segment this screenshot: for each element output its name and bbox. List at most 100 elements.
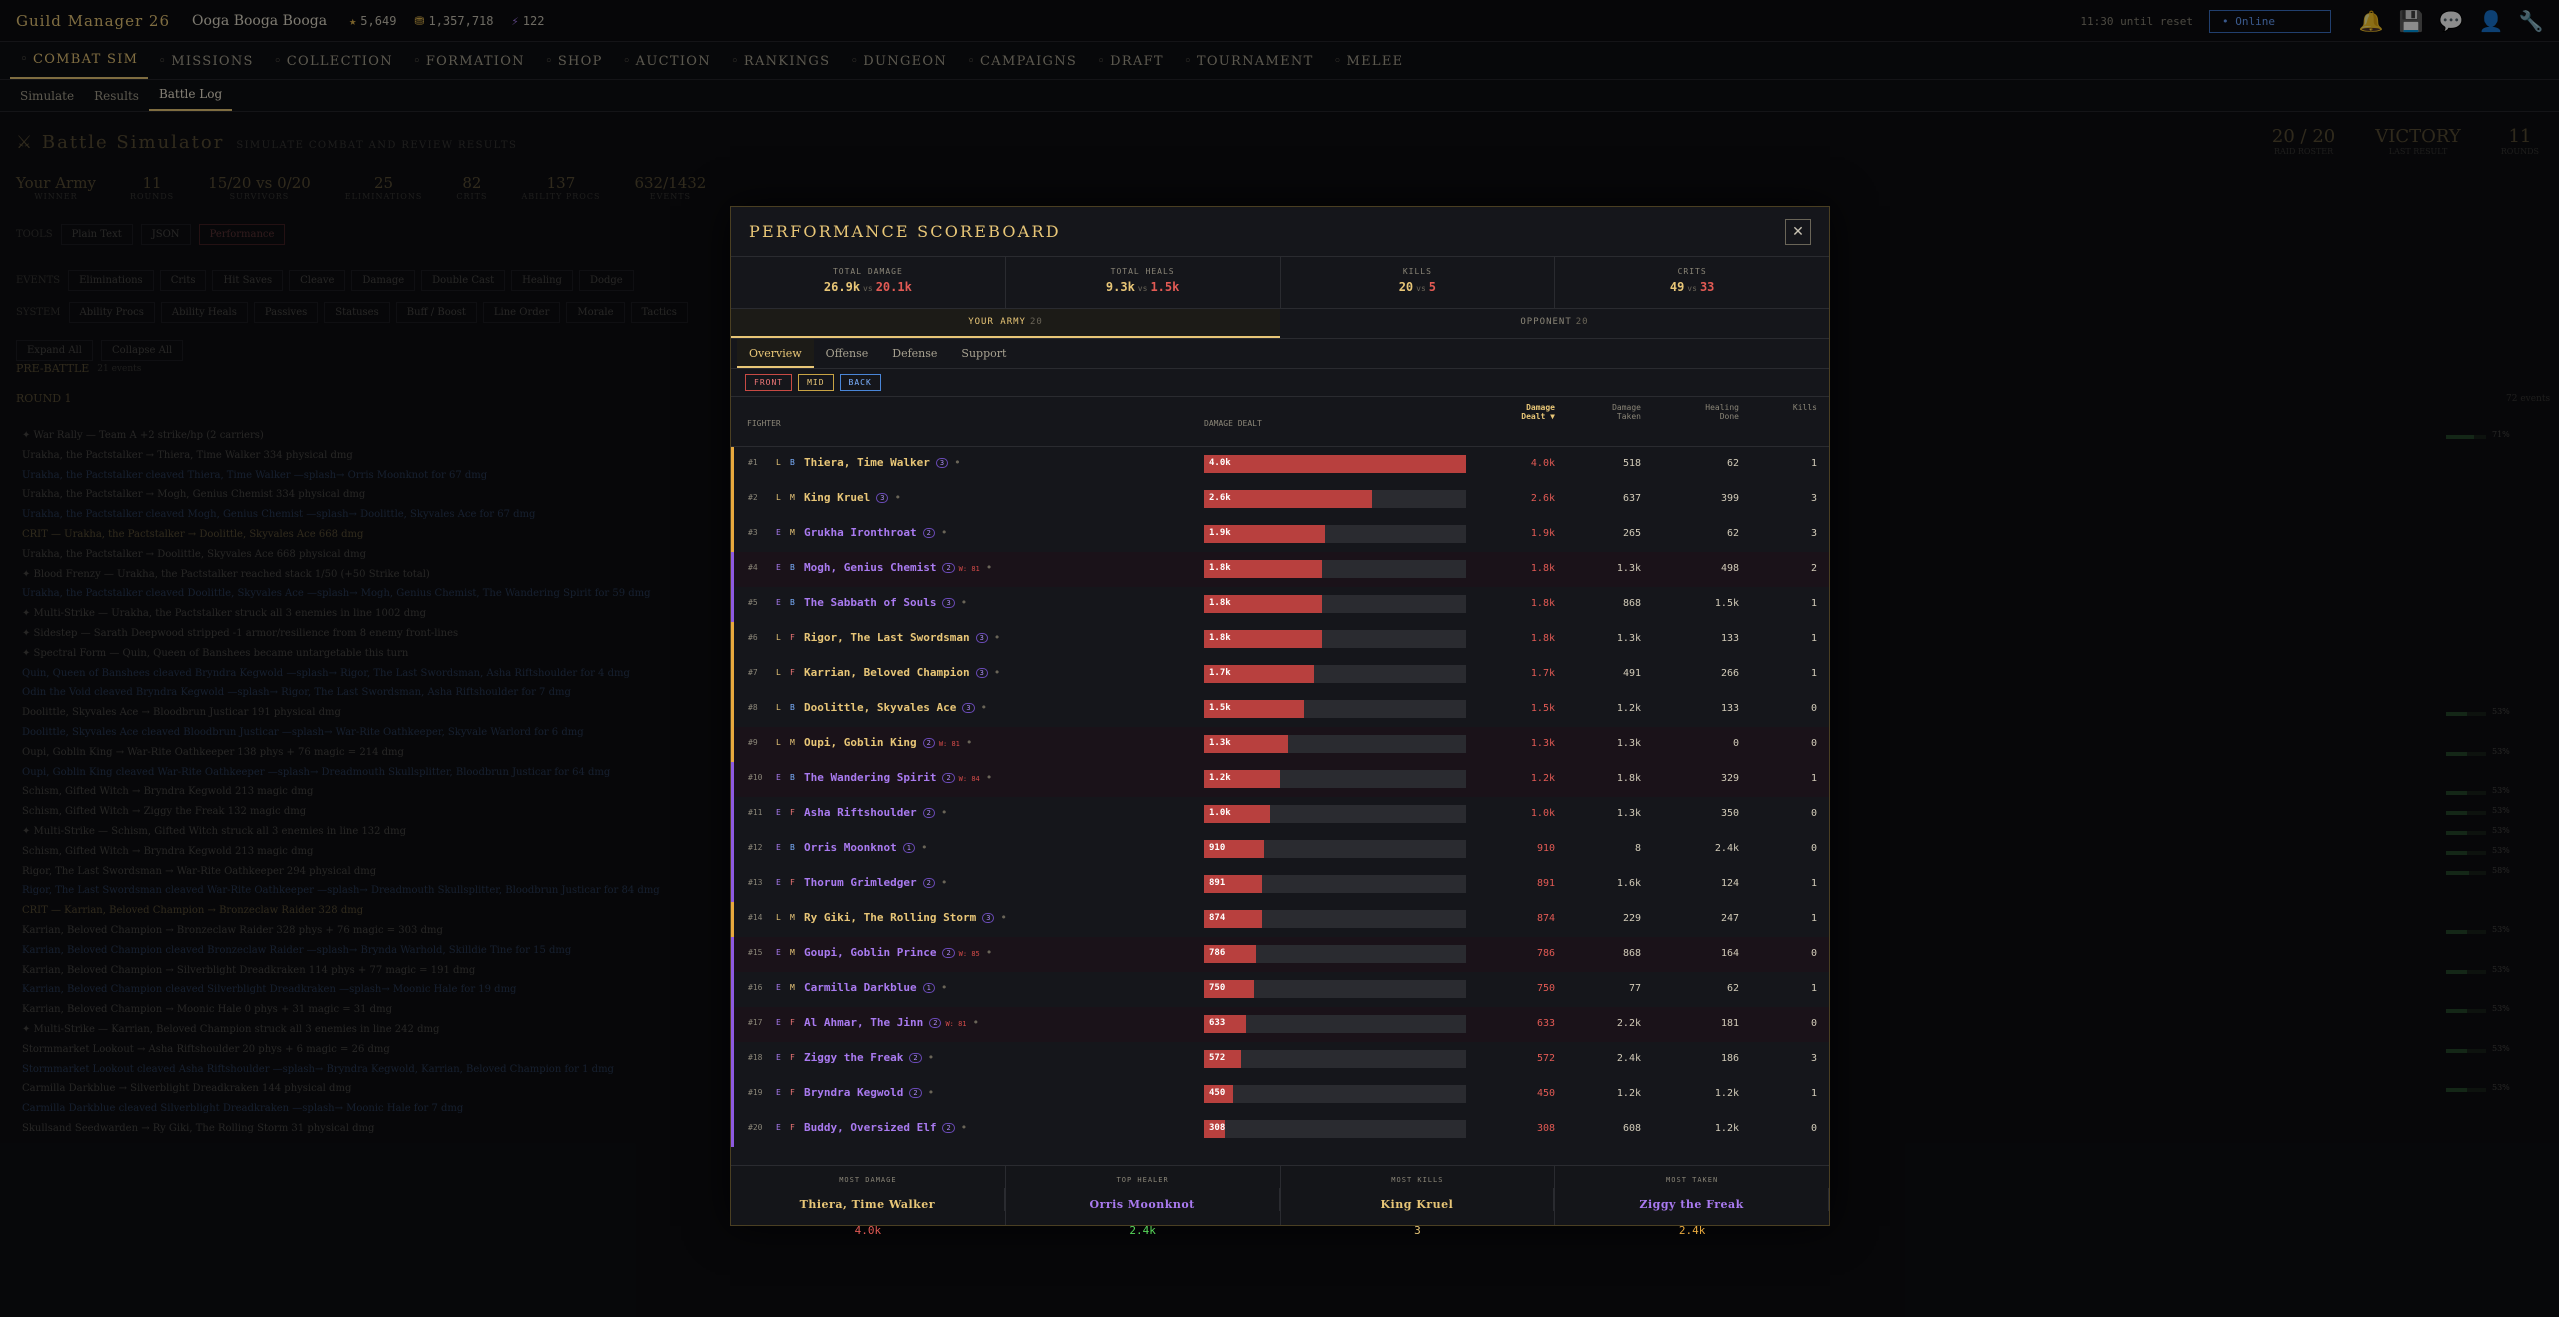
col-damage-taken[interactable]: Damage Taken <box>1612 403 1641 421</box>
wrench-icon[interactable]: 🔧 <box>2518 9 2544 33</box>
events-toggle[interactable]: Hit Saves <box>212 270 284 291</box>
damage-taken: 491 <box>1622 668 1641 679</box>
col-kills[interactable]: Kills <box>1792 403 1817 412</box>
events-toggle[interactable]: Eliminations <box>68 270 154 291</box>
nav-combat-sim[interactable]: COMBAT SIM <box>10 52 149 79</box>
table-row[interactable]: #11 E F Asha Riftshoulder 2 • 1.0k 1.0k 1.3k 350 0 <box>731 797 1829 832</box>
col-damage-dealt-bar[interactable]: DAMAGE DEALT <box>1204 419 1262 428</box>
subtab-battle-log[interactable]: Battle Log <box>148 87 233 111</box>
nav-collection[interactable]: COLLECTION <box>264 54 403 79</box>
side-label: OPPONENT <box>1520 317 1572 327</box>
damage-bar-fill <box>1204 1050 1241 1068</box>
fighter-name: Thiera, Time Walker <box>804 456 930 469</box>
subtab-results[interactable]: Results <box>94 89 139 103</box>
system-toggle[interactable]: Statuses <box>324 302 390 323</box>
system-toggle[interactable]: Passives <box>253 302 319 323</box>
nav-melee[interactable]: MELEE <box>1324 54 1414 79</box>
system-toggle[interactable]: Line Order <box>482 302 561 323</box>
app-brand[interactable]: Guild Manager 26 <box>16 11 171 30</box>
close-button[interactable]: ✕ <box>1785 219 1811 245</box>
events-toggle[interactable]: Crits <box>159 270 207 291</box>
opponent-tab[interactable]: OPPONENT 20 <box>1280 309 1829 338</box>
filter-back[interactable]: BACK <box>839 374 881 391</box>
healing-done: 124 <box>1720 878 1739 889</box>
events-toggle[interactable]: Healing <box>511 270 573 291</box>
nav-dungeon[interactable]: DUNGEON <box>840 54 957 79</box>
table-row[interactable]: #13 E F Thorum Grimledger 2 • 891 891 1.6k 124 1 <box>731 867 1829 902</box>
col-healing-done[interactable]: Healing Done <box>1705 403 1739 421</box>
nav-campaigns[interactable]: CAMPAIGNS <box>957 54 1087 79</box>
events-toggle[interactable]: Dodge <box>578 270 634 291</box>
online-status-button[interactable]: • Online <box>2209 9 2331 33</box>
chat-icon[interactable]: 💬 <box>2438 9 2464 33</box>
subtab-simulate[interactable]: Simulate <box>20 89 75 103</box>
log-entry: Karrian, Beloved Champion cleaved Bronze… <box>22 945 2502 956</box>
nav-tournament[interactable]: TOURNAMENT <box>1174 54 1324 79</box>
table-row[interactable]: #14 L M Ry Giki, The Rolling Storm 3 • 874 874 2… <box>731 902 1829 937</box>
hp-pct: 71% <box>2492 430 2510 439</box>
damage-bar: 572 <box>1204 1050 1466 1068</box>
table-row[interactable]: #20 E F Buddy, Oversized Elf 2 • 308 308 608 1.2k… <box>731 1112 1829 1147</box>
tools-label: TOOLS <box>16 229 53 240</box>
your-army-tab[interactable]: YOUR ARMY 20 <box>731 309 1280 338</box>
table-row[interactable]: #8 L B Doolittle, Skyvales Ace 3 • 1.5k 1.5k 1.2… <box>731 692 1829 727</box>
tools-toggle[interactable]: Performance <box>198 224 286 245</box>
tab-support[interactable]: Support <box>961 347 1007 360</box>
tab-defense[interactable]: Defense <box>892 347 938 360</box>
position-tag: B <box>790 703 795 712</box>
nav-auction[interactable]: AUCTION <box>613 54 721 79</box>
tab-offense[interactable]: Offense <box>825 347 869 360</box>
rarity-tag: L <box>776 633 781 642</box>
save-icon[interactable]: 💾 <box>2398 9 2424 33</box>
battle-stat-label: CRITS <box>456 192 488 201</box>
table-row[interactable]: #17 E F Al Ahmar, The Jinn 2 W: 81 • 633 633 2.2k… <box>731 1007 1829 1042</box>
nav-formation[interactable]: FORMATION <box>403 54 535 79</box>
position-tag: M <box>790 913 795 922</box>
table-row[interactable]: #6 L F Rigor, The Last Swordsman 3 • 1.8k 1.8k 1… <box>731 622 1829 657</box>
system-toggle[interactable]: Ability Heals <box>160 302 248 323</box>
table-row[interactable]: #3 E M Grukha Ironthroat 2 • 1.9k 1.9k 265 62 3 <box>731 517 1829 552</box>
nav-missions[interactable]: MISSIONS <box>148 54 263 79</box>
system-toggle[interactable]: Ability Procs <box>68 302 155 323</box>
filter-mid[interactable]: MID <box>798 374 834 391</box>
damage-dealt: 4.0k <box>1530 458 1555 469</box>
col-damage-dealt[interactable]: Damage Dealt ▼ <box>1521 403 1555 421</box>
tab-overview[interactable]: Overview <box>737 339 814 368</box>
table-row[interactable]: #9 L M Oupi, Goblin King 2 W: 81 • 1.3k 1.3k 1.3k… <box>731 727 1829 762</box>
table-row[interactable]: #19 E F Bryndra Kegwold 2 • 450 450 1.2k 1.2k 1 <box>731 1077 1829 1112</box>
table-row[interactable]: #2 L M King Kruel 3 • 2.6k 2.6k 637 399 3 <box>731 482 1829 517</box>
col-fighter[interactable]: FIGHTER <box>747 419 781 428</box>
tools-toggle[interactable]: JSON <box>140 224 191 245</box>
prebattle-header[interactable]: PRE-BATTLE 21 events <box>16 362 141 375</box>
table-row[interactable]: #4 E B Mogh, Genius Chemist 2 W: 81 • 1.8k 1.8k 1… <box>731 552 1829 587</box>
table-row[interactable]: #18 E F Ziggy the Freak 2 • 572 572 2.4k 186 3 <box>731 1042 1829 1077</box>
user-icon[interactable]: 👤 <box>2478 9 2504 33</box>
page-subtitle: SIMULATE COMBAT AND REVIEW RESULTS <box>236 140 518 151</box>
events-toggle[interactable]: Double Cast <box>421 270 506 291</box>
damage-bar-label: 2.6k <box>1209 493 1231 503</box>
table-row[interactable]: #5 E B The Sabbath of Souls 3 • 1.8k 1.8k 868 1.5… <box>731 587 1829 622</box>
system-toggle[interactable]: Buff / Boost <box>395 302 477 323</box>
table-row[interactable]: #16 E M Carmilla Darkblue 1 • 750 750 77 62 1 <box>731 972 1829 1007</box>
table-row[interactable]: #15 E M Goupi, Goblin Prince 2 W: 85 • 786 786 86… <box>731 937 1829 972</box>
system-toggle[interactable]: Tactics <box>630 302 688 323</box>
filter-front[interactable]: FRONT <box>745 374 793 391</box>
tools-toggle[interactable]: Plain Text <box>60 224 133 245</box>
nav-rankings[interactable]: RANKINGS <box>721 54 840 79</box>
table-row[interactable]: #10 E B The Wandering Spirit 2 W: 84 • 1.2k 1.2k… <box>731 762 1829 797</box>
round-header[interactable]: ROUND 1 72 events <box>16 392 2550 405</box>
expand-all-button[interactable]: Expand All <box>16 340 93 361</box>
vs-label: vs <box>1416 284 1426 293</box>
bell-icon[interactable]: 🔔 <box>2358 9 2384 33</box>
level-badge: 2 <box>922 738 935 748</box>
events-toggle[interactable]: Cleave <box>289 270 346 291</box>
collapse-all-button[interactable]: Collapse All <box>100 340 184 361</box>
nav-draft[interactable]: DRAFT <box>1087 54 1174 79</box>
table-row[interactable]: #7 L F Karrian, Beloved Champion 3 • 1.7k 1.7k 4… <box>731 657 1829 692</box>
events-toggle[interactable]: Damage <box>351 270 416 291</box>
damage-dealt: 1.0k <box>1530 808 1555 819</box>
table-row[interactable]: #1 L B Thiera, Time Walker 3 • 4.0k 4.0k 518 62 1 <box>731 447 1829 482</box>
system-toggle[interactable]: Morale <box>566 302 625 323</box>
nav-shop[interactable]: SHOP <box>535 54 613 79</box>
